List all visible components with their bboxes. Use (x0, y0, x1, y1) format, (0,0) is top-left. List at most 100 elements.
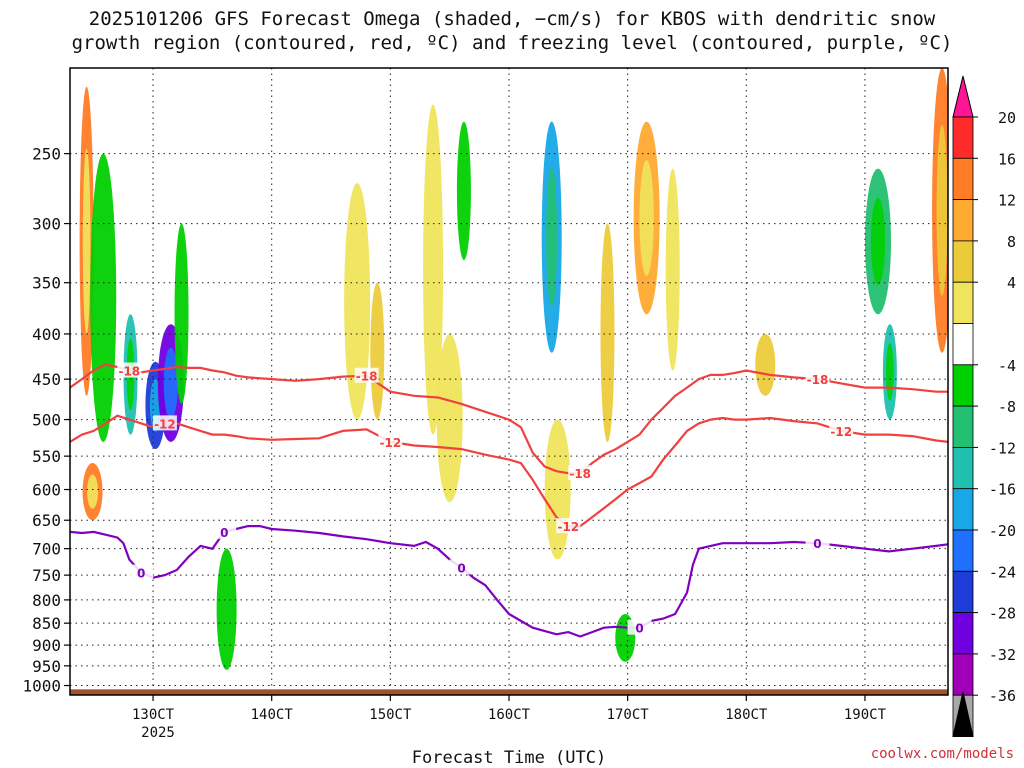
omega-cell (423, 104, 444, 435)
chart-title-line-2: growth region (contoured, red, ºC) and f… (71, 32, 953, 54)
colorbar-label: -16 (989, 481, 1016, 499)
contour-label-bg (556, 518, 581, 534)
freezing-level-contour (70, 525, 948, 638)
colorbar-label: -4 (998, 357, 1016, 375)
colorbar-segment (952, 570, 974, 613)
omega-cell (216, 548, 237, 670)
colorbar-label: 4 (1007, 274, 1016, 292)
contour-label-bg (829, 422, 854, 438)
y-tick-label: 550 (32, 447, 61, 466)
colorbar-segment (952, 281, 974, 324)
omega-cell-outer (639, 160, 654, 276)
omega-cell-outer (163, 347, 179, 419)
y-tick-label: 750 (32, 566, 61, 585)
colorbar-label: -12 (989, 439, 1016, 457)
year-label: 2025 (141, 725, 175, 741)
y-tick-label: 850 (32, 614, 61, 633)
colorbar-segment (952, 116, 974, 159)
omega-cell (174, 223, 189, 404)
y-tick-label: 450 (32, 370, 61, 389)
x-axis: 130CT 140CT 150CT 160CT 170CT 180CT 190CT (132, 695, 887, 723)
contour-label-bg (117, 362, 142, 378)
contour-label-bg (152, 415, 177, 431)
y-tick-label: 250 (32, 145, 61, 164)
freezing-level-contour-label: 0 (635, 622, 643, 636)
colorbar-segment (952, 323, 974, 366)
colorbar-label: 20 (998, 109, 1016, 127)
dgz-contour-minus18 (70, 363, 948, 475)
omega-cell (755, 333, 776, 396)
dgz-contour-minus18-label: -18 (807, 373, 829, 387)
colorbar-segment (952, 364, 974, 407)
colorbar-segment (952, 199, 974, 242)
contour-label-bg (568, 465, 593, 481)
colorbar-segment (952, 240, 974, 283)
y-tick-label: 600 (32, 481, 61, 500)
contour-label-bg (354, 367, 379, 383)
dgz-contour-minus12-label: -12 (557, 520, 579, 534)
freezing-level-contour-label: 0 (220, 526, 228, 540)
contour-label-bg (129, 564, 154, 580)
colorbar-label: 12 (998, 192, 1016, 210)
y-tick-label: 400 (32, 325, 61, 344)
colorbar-top-arrow (952, 75, 974, 118)
freezing-level-contour-label: 0 (813, 537, 821, 551)
x-tick-label: 130CT (132, 707, 175, 723)
colorbar-label: -32 (989, 646, 1016, 664)
dgz-contour-minus12-label: -12 (154, 417, 176, 431)
chart-title-line-1: 2025101206 GFS Forecast Omega (shaded, −… (88, 8, 936, 30)
surface-strip (70, 689, 948, 695)
y-tick-label: 350 (32, 274, 61, 293)
colorbar-segment (952, 529, 974, 572)
contour-label-bg (212, 523, 237, 539)
omega-cell-outer (870, 197, 886, 286)
colorbar-label: 16 (998, 150, 1016, 168)
omega-cell-outer (546, 167, 558, 307)
colorbar-segment (952, 405, 974, 448)
x-tick-label: 180CT (725, 707, 768, 723)
colorbar-label: -24 (989, 563, 1016, 581)
x-tick-label: 150CT (369, 707, 412, 723)
contour-label-bg (627, 619, 652, 635)
dgz-contour-minus12-label: -12 (830, 425, 852, 439)
colorbar-label: -8 (998, 398, 1016, 416)
dgz-contour-minus18-label: -18 (118, 365, 140, 379)
omega-cell (436, 333, 463, 503)
colorbar-label: 8 (1007, 233, 1016, 251)
colorbar-segment (952, 612, 974, 655)
omega-cell (665, 168, 680, 371)
colorbar-bottom-arrow (952, 691, 974, 737)
x-tick-label: 160CT (488, 707, 531, 723)
x-tick-label: 190CT (844, 707, 887, 723)
colorbar-segment (952, 446, 974, 490)
y-tick-label: 500 (32, 411, 61, 430)
y-tick-label: 950 (32, 657, 61, 676)
x-tick-label: 140CT (251, 707, 294, 723)
omega-cell (90, 153, 117, 442)
y-axis: 250 300 350 400 450 500 550 600 650 700 750 800 850 9… (22, 145, 70, 696)
omega-cell (456, 121, 471, 261)
freezing-level-contour-label: 0 (137, 567, 145, 581)
grid-lines (70, 68, 948, 695)
omega-cell-outer (87, 474, 99, 509)
y-tick-label: 900 (32, 636, 61, 655)
x-axis-title: Forecast Time (UTC) (412, 748, 606, 768)
colorbar-segment (952, 488, 974, 531)
contour-label-bg (805, 535, 830, 551)
omega-cell-outer (936, 124, 948, 296)
dgz-contour-minus12 (70, 414, 948, 528)
colorbar-segment (952, 653, 974, 696)
colorbar-segment (952, 157, 974, 201)
omega-cell (600, 223, 615, 442)
omega-shading-layer (79, 68, 948, 670)
colorbar-label: -36 (989, 687, 1016, 705)
y-tick-label: 800 (32, 591, 61, 610)
contour-label-bg (805, 371, 830, 387)
dgz-contour-minus12-label: -12 (380, 436, 402, 450)
y-tick-label: 650 (32, 511, 61, 530)
contour-layer: -18 -18 -18 -18 -12 -12 -12 -12 0 0 0 0 0 (70, 362, 948, 638)
freezing-level-contour-label: 0 (457, 561, 465, 575)
y-tick-label: 700 (32, 540, 61, 559)
credit-link[interactable]: coolwx.com/models (870, 746, 1014, 762)
